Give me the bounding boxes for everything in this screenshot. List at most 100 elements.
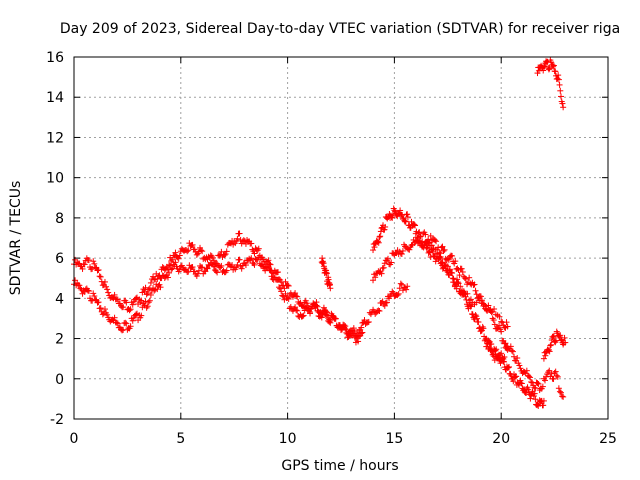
y-axis-label: SDTVAR / TECUs [8,181,24,296]
data-point [540,397,547,404]
data-point [516,362,523,369]
data-point [388,214,395,221]
data-point [307,310,314,317]
data-point [388,259,395,266]
data-point [489,351,496,358]
data-point [214,269,221,276]
data-point [85,257,92,264]
data-point [265,257,272,264]
data-point [161,275,168,282]
data-point [95,299,102,306]
data-point [419,238,426,245]
data-point [127,306,134,313]
data-point [138,297,145,304]
data-point [523,389,530,396]
data-point [101,306,108,313]
data-point [555,385,562,392]
data-point [72,277,79,284]
data-point [172,259,179,266]
data-point [504,323,511,330]
data-point [76,282,83,289]
data-point [434,251,441,258]
data-point [473,315,480,322]
x-tick-label: 0 [70,431,79,447]
data-point [558,389,565,396]
data-point [439,265,446,272]
data-point [488,341,495,348]
data-point [417,233,424,240]
data-point [470,281,477,288]
data-point [557,332,564,339]
data-point [221,252,228,259]
data-point [320,304,327,311]
data-point [217,264,224,271]
data-point [472,287,479,294]
data-point [294,307,301,314]
data-point [169,256,176,263]
chart-title: Day 209 of 2023, Sidereal Day-to-day VTE… [60,21,620,37]
series-track-5 [423,236,511,331]
data-point [255,254,262,261]
data-point [300,312,307,319]
data-point [397,280,404,287]
data-point [415,229,422,236]
data-point [439,259,446,266]
data-point [327,285,334,292]
data-point [89,265,96,272]
data-point [236,230,243,237]
data-point [440,248,447,255]
axis-ticks: 0 5 10 15 20 25 -2 0 2 4 6 8 10 12 14 16 [46,50,617,447]
y-tick-label: 4 [55,291,64,307]
data-point [493,325,500,332]
x-tick-label: 20 [492,431,510,447]
data-point [234,261,241,268]
data-point [518,380,525,387]
y-tick-label: 16 [46,50,64,66]
data-point [77,285,84,292]
data-point [92,264,99,271]
data-point [557,87,564,94]
data-point [95,266,102,273]
data-point [404,283,411,290]
data-point [376,307,383,314]
y-tick-label: -2 [50,412,64,428]
data-point [198,247,205,254]
data-point [326,316,333,323]
data-point [151,276,158,283]
data-point [199,248,206,255]
data-point [343,329,350,336]
data-point [550,334,557,341]
grid [74,57,608,419]
data-point [491,321,498,328]
data-point [498,350,505,357]
data-point [185,268,192,275]
data-point [535,380,542,387]
data-point [195,267,202,274]
data-point [527,374,534,381]
series-track-4 [370,229,511,350]
data-point [552,68,559,75]
data-point [185,247,192,254]
data-point [90,258,97,265]
data-point [540,355,547,362]
data-point [548,59,555,66]
data-point [554,373,561,380]
data-point [546,65,553,72]
data-point [168,258,175,265]
series-track-6 [483,340,567,400]
data-point [145,299,152,306]
data-point [359,329,366,336]
data-point [157,284,164,291]
data-point [484,340,491,347]
data-point [91,260,98,267]
data-point [503,319,510,326]
data-point [556,388,563,395]
data-point [466,302,473,309]
data-point [123,320,130,327]
data-point [169,265,176,272]
data-point [517,377,524,384]
data-point [525,386,532,393]
data-point [234,235,241,242]
data-point [542,352,549,359]
data-point [532,385,539,392]
